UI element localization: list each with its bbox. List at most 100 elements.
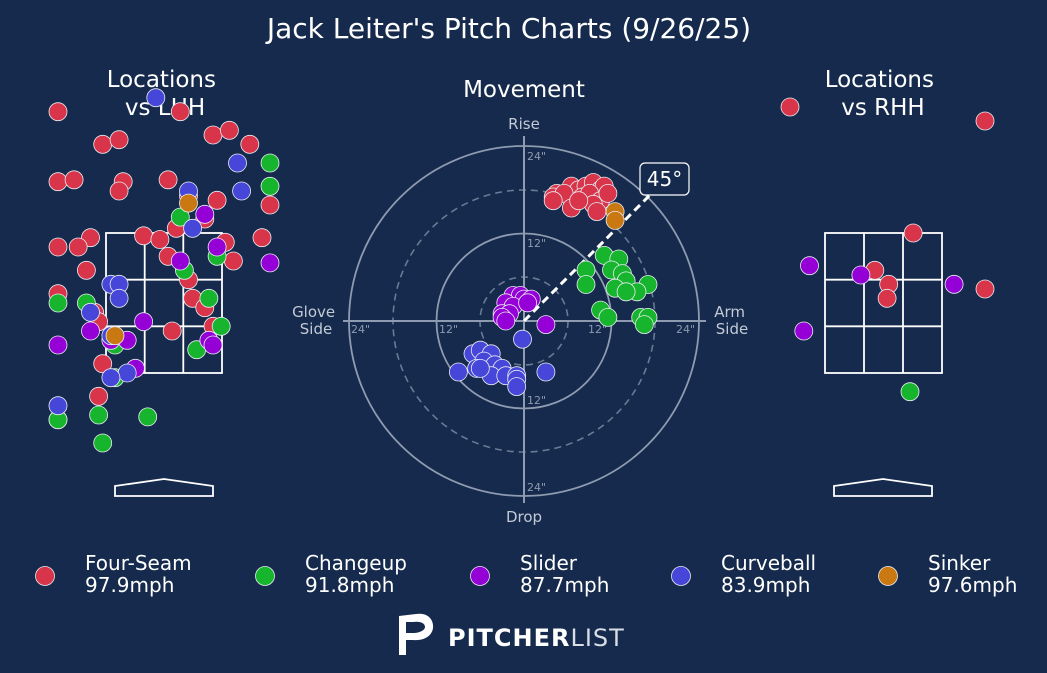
- panel-locations-lhh: Locations vs LHH: [48, 67, 280, 497]
- rhh-point-slider-9: [851, 265, 871, 285]
- movement-point-curveball-48: [513, 329, 532, 349]
- lhh-point-slider-62: [203, 335, 223, 355]
- lhh-point-four-seam-4: [203, 125, 223, 145]
- lhh-point-four-seam-13: [260, 195, 280, 215]
- movement-point-slider-46: [536, 315, 556, 335]
- rhh-point-four-seam-2: [903, 223, 923, 243]
- lhh-point-four-seam-35: [93, 354, 113, 374]
- ring-labels: 24" 12" 12" 24" 24" 12" 12" 24": [351, 150, 695, 494]
- lhh-point-changeup-39: [260, 176, 280, 196]
- lhh-point-four-seam-17: [134, 226, 154, 246]
- legend-marker-sinker: [878, 566, 898, 586]
- legend-label-changeup: Changeup 91.8mph: [305, 551, 407, 597]
- home-plate-rhh: [833, 478, 933, 497]
- movement-point-four-seam-15: [598, 183, 618, 203]
- lhh-point-slider-59: [81, 321, 100, 341]
- movement-point-four-seam-17: [569, 191, 589, 211]
- lhh-point-four-seam-2: [109, 130, 129, 150]
- lhh-point-four-seam-5: [219, 120, 239, 140]
- ring-label-top-24: 24": [527, 150, 546, 163]
- lhh-point-slider-54: [195, 204, 215, 224]
- ring-label-left-24: 24": [351, 323, 370, 336]
- lhh-point-changeup-37: [170, 207, 190, 227]
- lhh-point-four-seam-8: [64, 170, 84, 190]
- lhh-point-four-seam-25: [223, 251, 243, 271]
- movement-point-curveball-63: [536, 362, 556, 382]
- movement-point-sinker-19: [605, 210, 625, 230]
- lhh-point-four-seam-26: [77, 260, 96, 280]
- legend-label-curveball: Curveball 83.9mph: [721, 551, 816, 597]
- rhh-point-slider-10: [944, 274, 964, 294]
- legend-label-sinker: Sinker 97.6mph: [928, 551, 1017, 597]
- rhh-point-four-seam-6: [877, 288, 897, 308]
- ring-label-right-24: 24": [676, 323, 695, 336]
- points-lhh: [48, 88, 280, 453]
- lhh-point-slider-64: [48, 335, 68, 355]
- arm-angle-badge: 45°: [639, 162, 690, 196]
- movement-point-curveball-60: [470, 358, 490, 378]
- lhh-point-four-seam-21: [48, 237, 68, 257]
- lhh-point-four-seam-22: [68, 237, 88, 257]
- lhh-point-slider-56: [260, 253, 280, 273]
- chart-title: Jack Leiter's Pitch Charts (9/26/25): [265, 12, 751, 45]
- lhh-point-changeup-42: [48, 293, 68, 313]
- lhh-point-four-seam-10: [158, 170, 178, 190]
- lhh-point-curveball-66: [146, 88, 166, 108]
- pitcherlist-p-icon: [399, 613, 434, 655]
- lhh-point-curveball-76: [117, 363, 137, 383]
- lhh-point-sinker-80: [105, 326, 125, 346]
- rhh-point-four-seam-3: [975, 279, 995, 299]
- ring-label-right-12: 12": [588, 323, 607, 336]
- lhh-point-four-seam-34: [162, 321, 182, 341]
- lhh-point-curveball-68: [232, 181, 252, 201]
- legend-marker-four-seam: [35, 566, 55, 586]
- rhh-point-four-seam-1: [975, 111, 995, 131]
- movement-point-four-seam-12: [543, 191, 563, 211]
- legend-marker-changeup: [255, 566, 275, 586]
- movement-point-four-seam-16: [587, 202, 607, 222]
- lhh-point-changeup-44: [199, 288, 219, 308]
- arm-angle-line: [522, 193, 652, 323]
- legend-label-four-seam: Four-Seam 97.9mph: [85, 551, 192, 597]
- lhh-point-slider-55: [207, 237, 227, 257]
- movement-point-changeup-29: [616, 282, 636, 302]
- lhh-point-curveball-70: [183, 218, 203, 238]
- panel-movement: Movement 24" 12" 12" 24" 24" 12" 12" 24"…: [292, 77, 750, 526]
- lhh-point-curveball-74: [81, 302, 100, 322]
- arm-angle-label: 45°: [647, 167, 682, 191]
- lhh-point-changeup-45: [211, 316, 231, 336]
- lhh-point-four-seam-7: [48, 172, 68, 192]
- lhh-point-four-seam-14: [109, 181, 129, 201]
- movement-point-curveball-62: [507, 377, 527, 397]
- points-rhh: [780, 97, 995, 402]
- lhh-point-four-seam-36: [89, 386, 108, 406]
- lhh-point-changeup-52: [138, 407, 158, 427]
- lhh-point-changeup-38: [260, 153, 280, 173]
- lhh-point-four-seam-3: [170, 102, 190, 122]
- lhh-point-changeup-51: [89, 405, 108, 425]
- home-plate-lhh: [114, 478, 214, 497]
- panel-title-movement: Movement: [463, 77, 585, 103]
- pitcherlist-wordmark: PITCHERLIST: [448, 624, 625, 652]
- movement-point-changeup-32: [598, 307, 618, 327]
- points-movement: [448, 173, 658, 397]
- panel-title-rhh: Locations vs RHH: [825, 67, 942, 121]
- label-glove-side: Glove Side: [292, 303, 340, 338]
- movement-point-slider-47: [518, 293, 537, 313]
- legend-label-slider: Slider 87.7mph: [520, 551, 609, 597]
- rhh-point-slider-11: [794, 321, 814, 341]
- legend-marker-curveball: [671, 566, 691, 586]
- ring-label-bottom-12: 12": [527, 394, 546, 407]
- movement-point-changeup-35: [634, 315, 654, 335]
- movement-point-slider-45: [496, 311, 516, 331]
- lhh-point-four-seam-20: [252, 228, 272, 248]
- legend: Four-Seam 97.9mph Changeup 91.8mph Slider 87.…: [35, 551, 1017, 597]
- lhh-point-slider-57: [170, 251, 190, 271]
- lhh-point-four-seam-0: [48, 102, 68, 122]
- lhh-point-curveball-67: [228, 153, 247, 173]
- ring-label-top-12: 12": [527, 237, 546, 250]
- lhh-point-changeup-53: [93, 433, 113, 453]
- label-arm-side: Arm Side: [714, 303, 750, 338]
- movement-point-curveball-59: [448, 362, 468, 382]
